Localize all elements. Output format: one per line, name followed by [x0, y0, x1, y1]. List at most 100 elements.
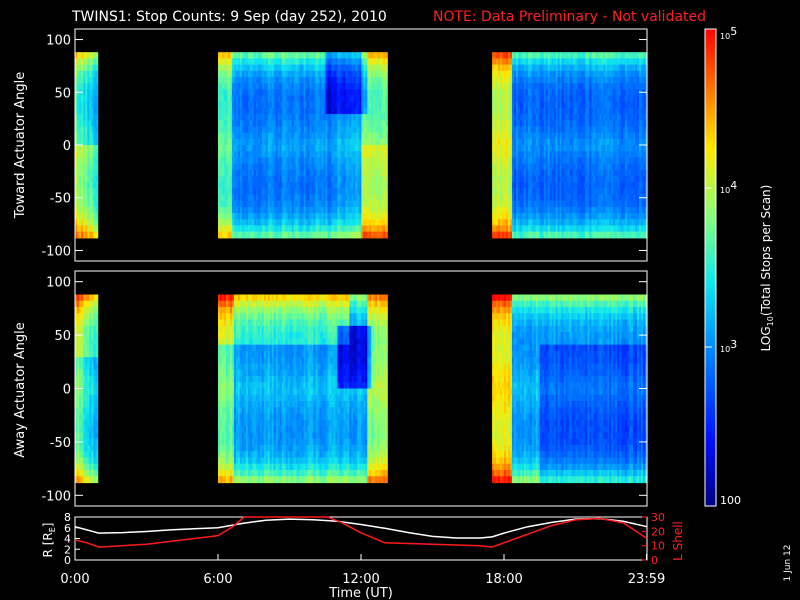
heatmap-cell	[299, 219, 303, 227]
heatmap-cell	[381, 70, 384, 78]
heatmap-cell	[263, 114, 267, 121]
heatmap-cell	[553, 70, 557, 78]
heatmap-cell	[563, 219, 567, 227]
heatmap-cell	[585, 114, 589, 121]
heatmap-cell	[289, 157, 293, 165]
heatmap-cell	[247, 151, 251, 158]
heatmap-cell	[529, 182, 533, 189]
heatmap-cell	[325, 76, 329, 84]
heatmap-cell	[523, 70, 527, 78]
heatmap-cell	[496, 145, 499, 152]
heatmap-cell	[573, 163, 577, 171]
heatmap-cell	[339, 120, 343, 128]
heatmap-cell	[321, 231, 325, 239]
heatmap-cell	[313, 219, 317, 227]
heatmap-cell	[557, 157, 561, 165]
heatmap-cell	[271, 157, 275, 165]
heatmap-cell	[255, 194, 259, 202]
heatmap-cell	[245, 58, 249, 66]
heatmap-cell	[587, 200, 591, 208]
heatmap-cell	[621, 107, 624, 115]
heatmap-cell	[515, 126, 519, 134]
heatmap-cell	[87, 151, 91, 158]
heatmap-cell	[81, 219, 84, 227]
heatmap-cell	[345, 101, 348, 109]
heatmap-cell	[507, 107, 511, 115]
heatmap-cell	[273, 163, 277, 171]
heatmap-cell	[367, 120, 370, 128]
heatmap-cell	[371, 163, 374, 171]
heatmap-cell	[549, 89, 553, 97]
heatmap-cell	[349, 107, 352, 115]
heatmap-cell	[83, 151, 86, 158]
heatmap-cell	[587, 157, 591, 165]
heatmap-cell	[225, 157, 229, 165]
heatmap-cell	[591, 120, 594, 128]
heatmap-cell	[567, 89, 571, 97]
heatmap-cell	[235, 151, 239, 158]
heatmap-cell	[251, 126, 255, 134]
heatmap-cell	[583, 182, 587, 189]
heatmap-cell	[333, 138, 337, 146]
heatmap-cell	[597, 219, 600, 227]
heatmap-cell	[527, 83, 531, 90]
heatmap-cell	[507, 175, 511, 183]
heatmap-cell	[229, 213, 233, 220]
heatmap-cell	[492, 145, 495, 152]
heatmap-cell	[547, 64, 551, 72]
heatmap-cell	[91, 206, 95, 214]
heatmap-cell	[331, 182, 335, 189]
heatmap-cell	[535, 120, 539, 128]
heatmap-cell	[351, 175, 354, 183]
heatmap-cell	[607, 169, 610, 177]
heatmap-cell	[271, 64, 275, 72]
heatmap-cell	[498, 101, 501, 109]
heatmap-cell	[611, 169, 614, 177]
heatmap-cell	[611, 138, 614, 146]
heatmap-cell	[531, 76, 535, 84]
heatmap-cell	[567, 52, 571, 59]
heatmap-cell	[307, 126, 311, 134]
heatmap-cell	[579, 188, 583, 196]
heatmap-cell	[225, 70, 229, 78]
heatmap-cell	[351, 138, 354, 146]
heatmap-cell	[531, 126, 535, 134]
heatmap-cell	[383, 52, 386, 59]
heatmap-cell	[219, 182, 223, 189]
heatmap-cell	[591, 169, 594, 177]
heatmap-cell	[297, 83, 301, 90]
heatmap-cell	[521, 157, 525, 165]
heatmap-cell	[373, 126, 376, 134]
heatmap-cell	[521, 101, 525, 109]
heatmap-cell	[241, 95, 245, 103]
heatmap-cell	[279, 64, 283, 72]
heatmap-cell	[627, 58, 630, 66]
heatmap-cell	[607, 58, 610, 66]
heatmap-cell	[81, 52, 84, 59]
heatmap-cell	[577, 182, 581, 189]
heatmap-cell	[613, 157, 616, 165]
heatmap-cell	[359, 169, 362, 177]
heatmap-cell	[218, 58, 221, 66]
heatmap-cell	[331, 169, 335, 177]
heatmap-cell	[519, 107, 523, 115]
heatmap-cell	[555, 52, 559, 59]
heatmap-cell	[269, 145, 273, 152]
heatmap-cell	[563, 58, 567, 66]
heatmap-cell	[218, 151, 221, 158]
heatmap-cell	[605, 89, 608, 97]
heatmap-cell	[579, 225, 583, 233]
heatmap-cell	[251, 114, 255, 121]
heatmap-cell	[619, 95, 622, 103]
heatmap-cell	[613, 95, 616, 103]
heatmap-cell	[567, 151, 571, 158]
heatmap-cell	[315, 126, 319, 134]
heatmap-cell	[297, 188, 301, 196]
heatmap-cell	[597, 101, 600, 109]
heatmap-cell	[349, 157, 352, 165]
heatmap-cell	[243, 206, 247, 214]
heatmap-cell	[295, 219, 299, 227]
heatmap-cell	[231, 206, 235, 214]
heatmap-cell	[603, 231, 606, 239]
heatmap-cell	[547, 89, 551, 97]
